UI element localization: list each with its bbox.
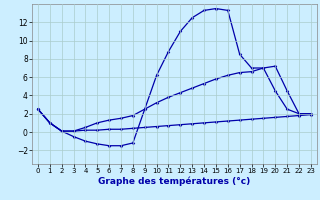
- X-axis label: Graphe des températures (°c): Graphe des températures (°c): [98, 177, 251, 186]
